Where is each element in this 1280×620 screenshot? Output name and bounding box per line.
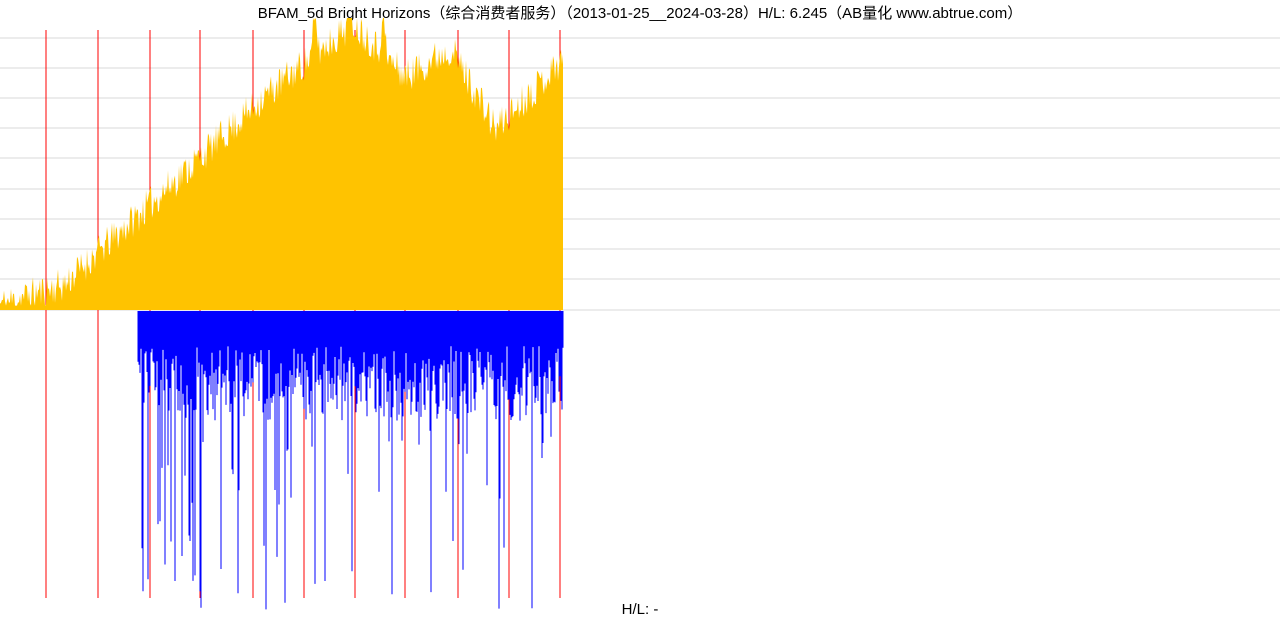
chart-footer: H/L: -	[0, 601, 1280, 618]
chart-svg	[0, 0, 1280, 620]
chart-root: BFAM_5d Bright Horizons（综合消费者服务）（2013-01…	[0, 0, 1280, 620]
